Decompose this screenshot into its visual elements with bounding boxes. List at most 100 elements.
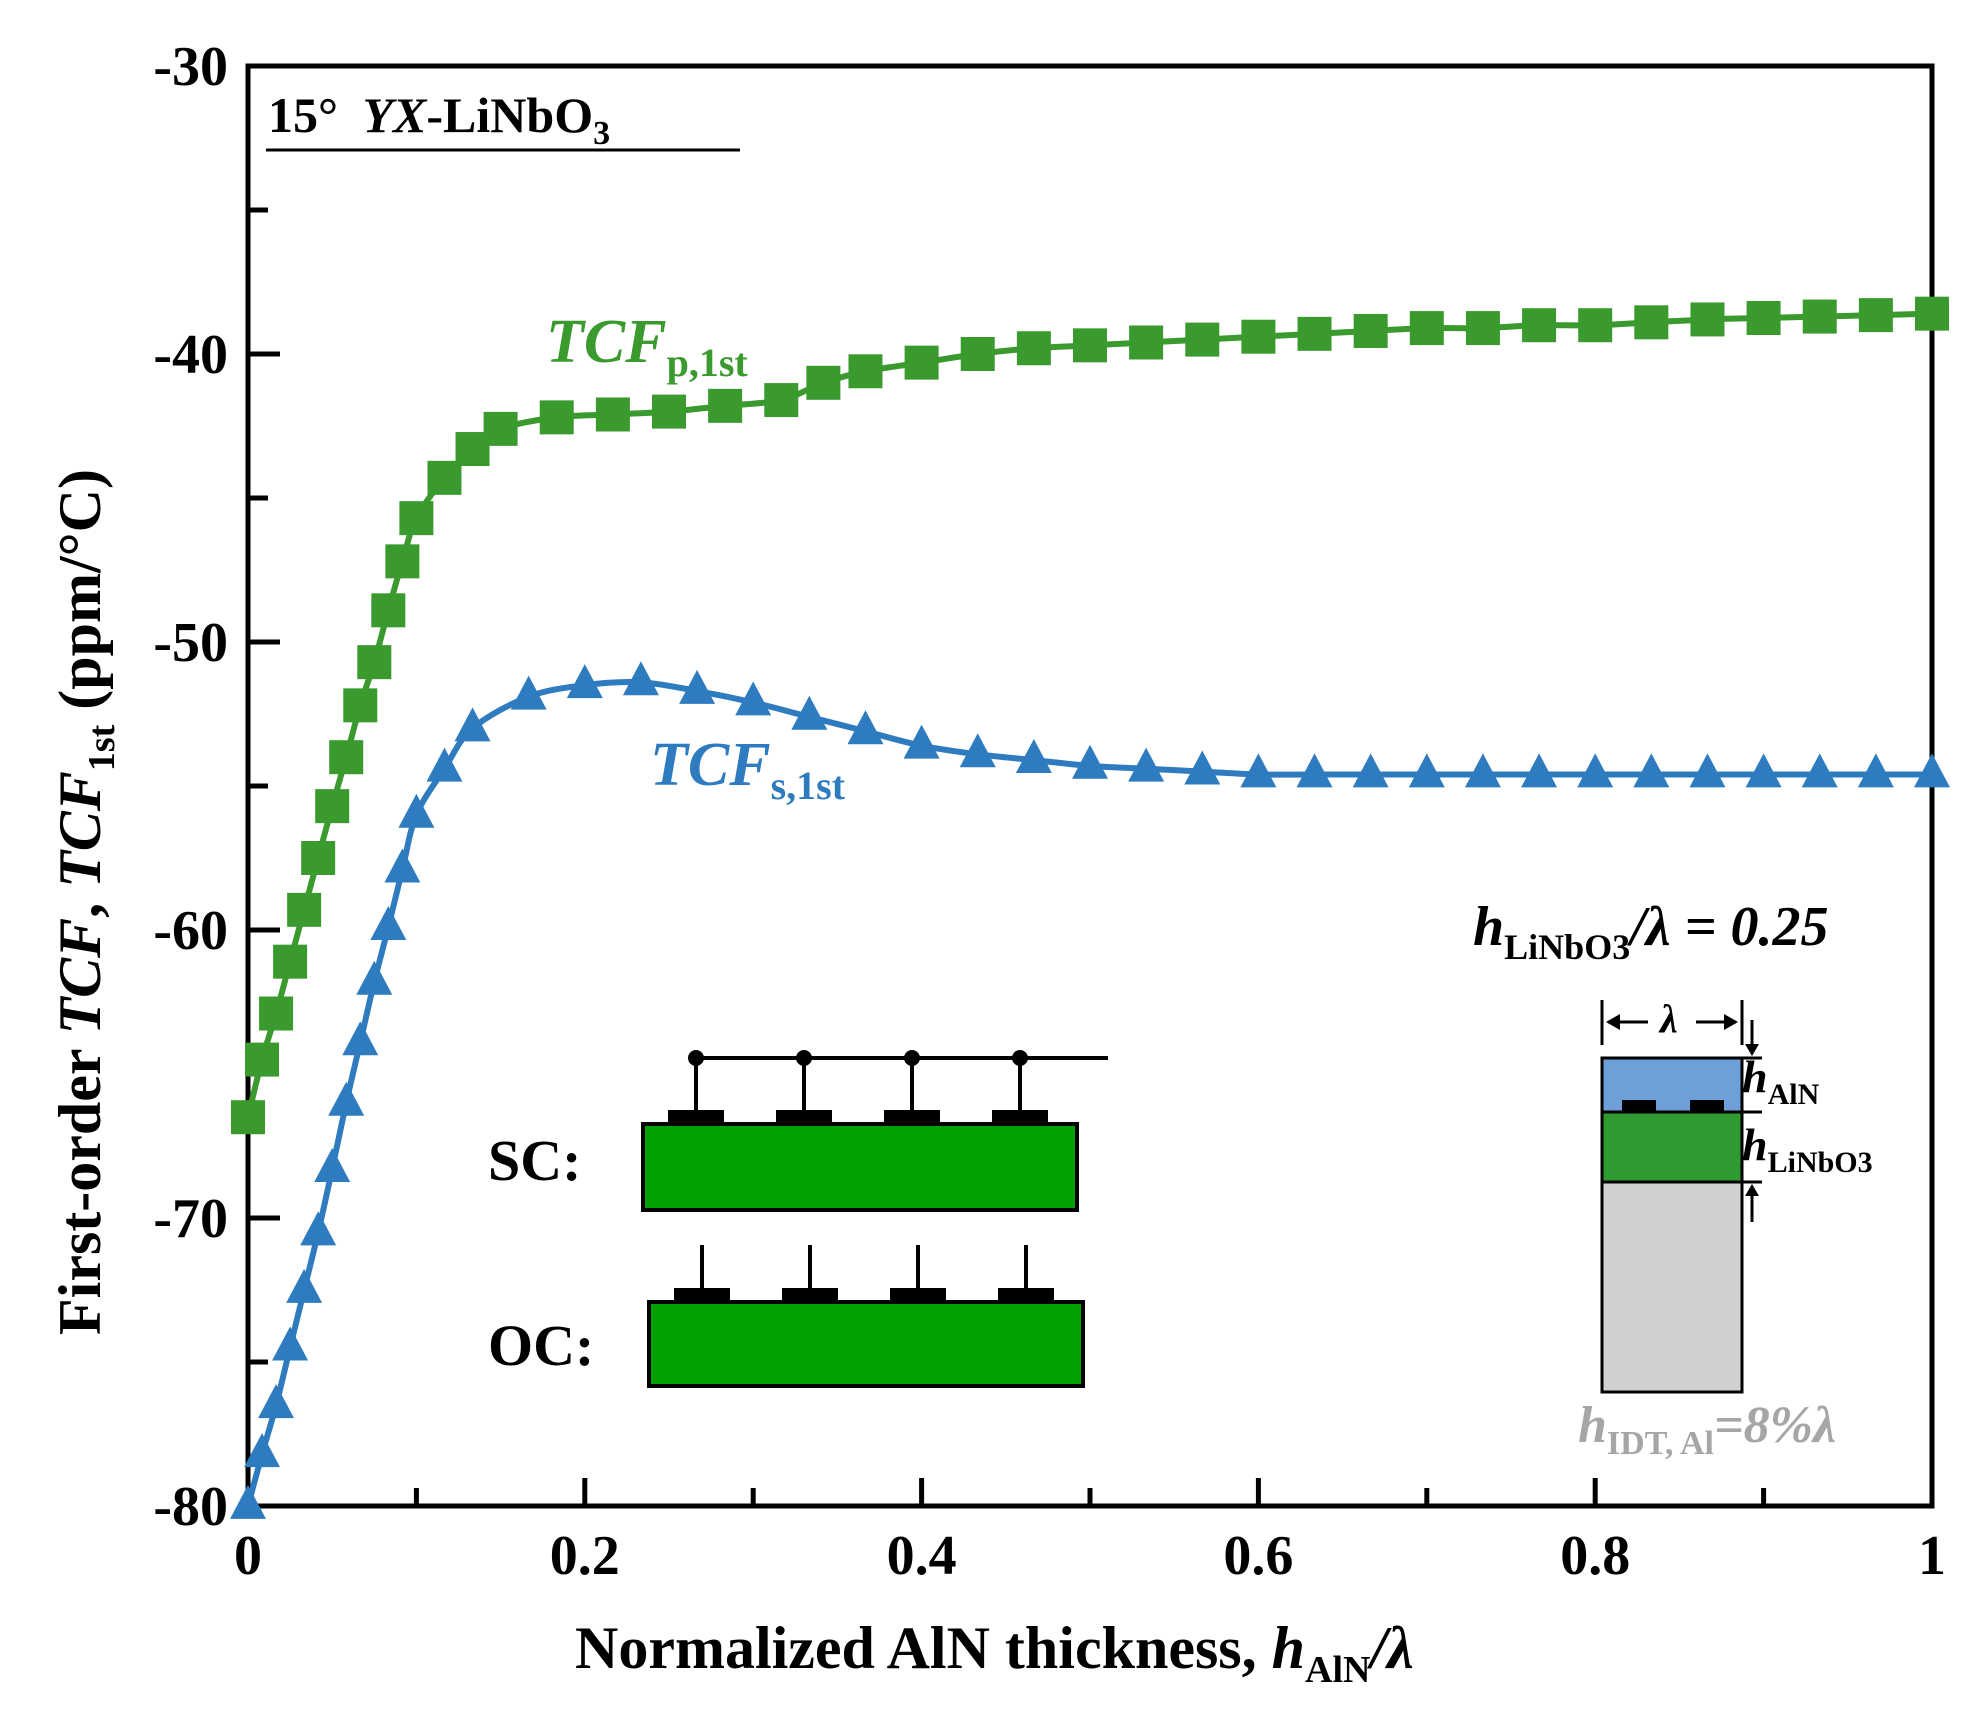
series-1-point [679,669,716,704]
series-1-point [454,707,491,742]
series-0-point [652,394,686,429]
label-tcf-s: TCFs,1st [650,731,846,808]
y-tick-label: -60 [153,900,228,962]
series-0-point [371,593,406,628]
series-0-point [343,688,378,723]
series-0-point [1858,298,1893,333]
y-tick-label: -70 [153,1188,228,1250]
series-0-point [287,892,322,927]
series-1-point [959,733,996,768]
series-1-point [258,1384,295,1419]
series-1-point [1577,753,1614,788]
sc-electrode-3 [884,1050,940,1124]
series-0-point [259,996,294,1031]
oc-electrode-4 [998,1245,1054,1302]
series-0-point [385,544,420,579]
series-layer [230,296,1950,1519]
series-1-point [300,1211,337,1246]
series-1-point [1240,753,1277,788]
series-0-point [848,354,883,389]
sc-electrode-2 [776,1050,832,1124]
sc-substrate [641,1122,1079,1212]
series-1-point [244,1433,281,1468]
series-0-point [245,1042,280,1077]
series-1-point [1296,753,1333,788]
series-1-point [314,1147,351,1182]
series-0-point [1578,308,1613,343]
series-0-point [301,841,336,875]
series-1-point [1128,747,1165,782]
h-linbo3-label: hLiNbO3 [1742,1119,1873,1179]
series-1-point [342,1021,379,1056]
series-1-point [1914,753,1950,788]
series-1-point [384,848,421,883]
x-axis-label: Normalized AlN thickness, hAlN/λ [575,1615,1414,1691]
series-0-point [483,411,518,446]
series-0-point [273,944,308,979]
x-tick-label: 1 [1918,1525,1946,1587]
series-0-point [1409,311,1444,346]
label-tcf-p: TCFp,1st [546,308,748,385]
series-0-point [539,400,574,435]
series-0-point [1522,308,1557,343]
y-tick-label: -50 [153,612,228,674]
h-idt-label: hIDT, Al=8%λ [1578,1397,1836,1462]
series-1-point [1464,753,1501,788]
x-tick-label: 0.8 [1560,1525,1630,1587]
series-1-point [328,1081,365,1116]
series-1-point [356,960,393,995]
series-0-point [806,365,841,400]
series-0-point [1915,296,1949,331]
series-1-point [1633,753,1670,788]
oc-schematic: OC: [488,1245,1085,1388]
x-tick-label: 0 [234,1525,262,1587]
series-0-point [960,337,995,371]
x-tick-label: 0.6 [1223,1525,1293,1587]
series-0-point [595,397,630,432]
h-aln-label: hAlN [1742,1051,1820,1111]
oc-label: OC: [488,1313,594,1378]
sc-electrode-1 [668,1050,724,1124]
series-0-point [1297,316,1332,351]
series-1-point [735,681,772,716]
series-1-point [1184,750,1221,785]
substrate-layer [1600,1180,1744,1394]
sc-electrode-4 [992,1050,1048,1124]
series-1-point [1352,753,1389,788]
series-0-point [1241,319,1276,354]
series-1-point [1015,739,1052,773]
thickness-arrowhead-bottom [1745,1184,1759,1196]
y-tick-label: -30 [153,36,228,98]
series-1-point [1857,753,1894,788]
axis-tick-labels: 0 0.2 0.4 0.6 0.8 1 -80 -70 -60 -50 -40 -30 [153,36,1946,1587]
y-tick-label: -40 [153,324,228,386]
series-0-point [1634,305,1669,340]
series-0-point [1185,322,1220,357]
oc-electrode-3 [890,1245,946,1302]
series-1-point [286,1268,323,1303]
series-0-point [1746,301,1781,335]
series-1-point [230,1484,266,1519]
idt-electrode-2 [1690,1100,1724,1112]
series-0-point [1353,313,1388,348]
series-1-point [1801,753,1838,788]
series-0-point [764,383,799,418]
series-1-point [791,695,828,730]
series-0-point [708,388,743,423]
series-1-point [622,661,659,696]
oc-electrode-1 [674,1245,730,1302]
oc-electrode-2 [782,1245,838,1302]
layer-stack-schematic: hLiNbO3/λ = 0.25 λ hAlN hLiNbO3 hIDT, Al… [1473,896,1873,1462]
series-1-point [847,710,884,745]
series-0-point [1129,325,1164,360]
sc-label: SC: [488,1128,581,1193]
series-1-point [1408,753,1445,788]
lambda-arrowhead-left [1606,1014,1620,1030]
linbo3-layer [1600,1110,1744,1184]
series-1-point [1745,753,1782,788]
series-0-point [1073,328,1107,363]
oc-substrate [647,1300,1085,1388]
y-axis-label: First-order TCF, TCF1st (ppm/°C) [47,469,123,1335]
series-0-point [1016,331,1051,366]
